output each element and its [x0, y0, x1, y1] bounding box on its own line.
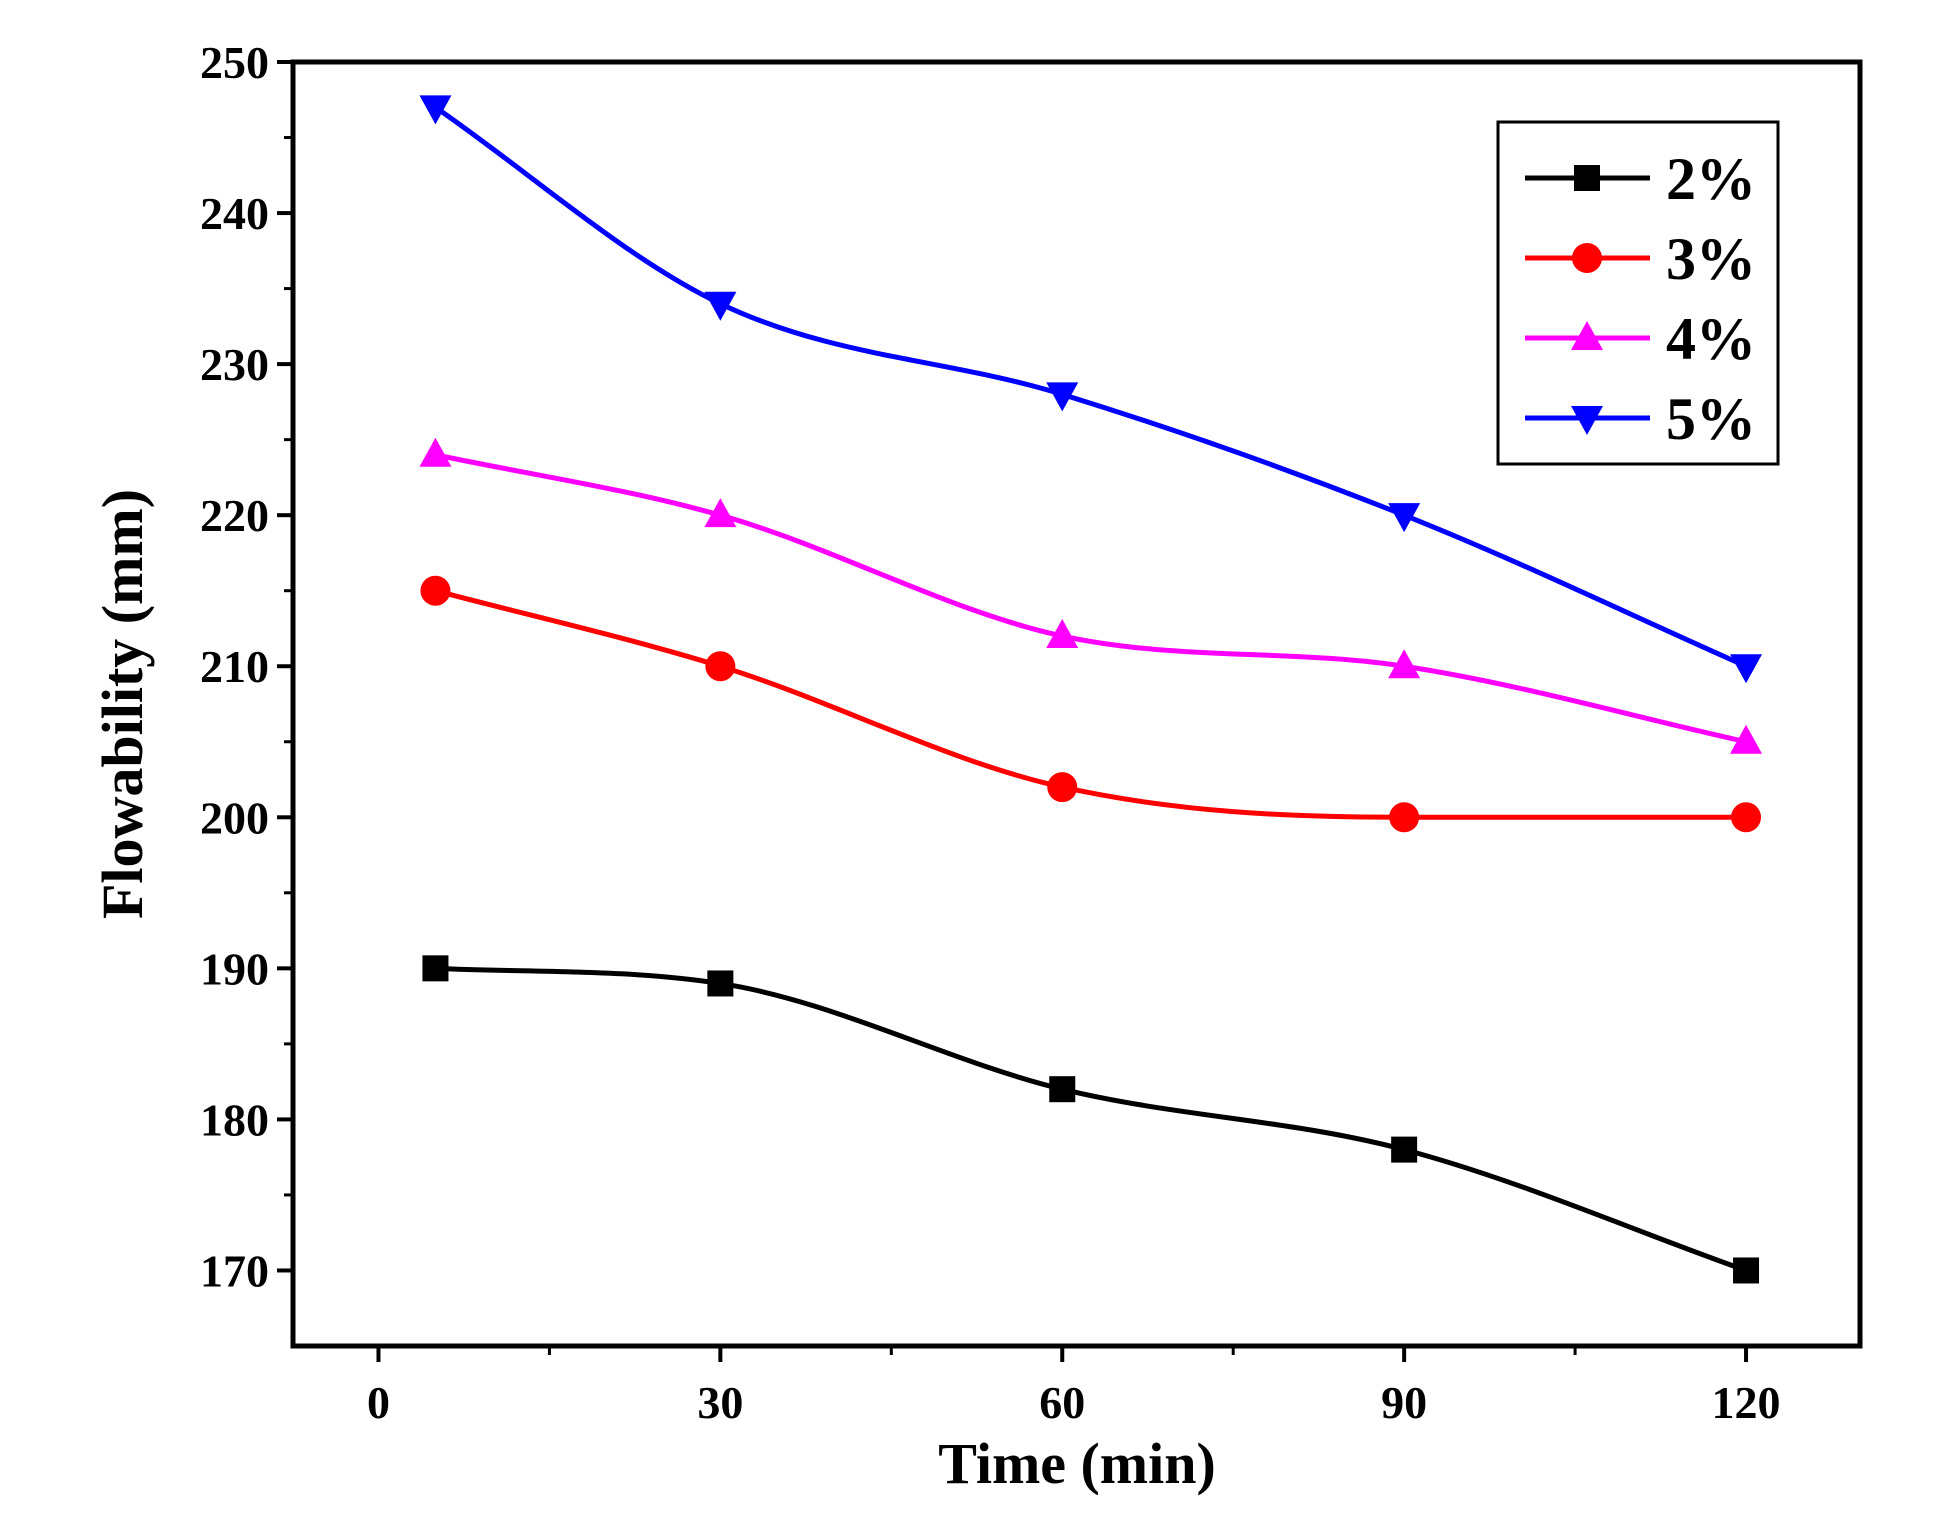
series-layer: [419, 95, 1763, 1284]
data-point: [705, 651, 736, 682]
data-point: [1730, 654, 1763, 684]
y-tick-label: 210: [200, 641, 269, 692]
series-line: [434, 588, 1747, 820]
y-tick-label: 230: [200, 339, 269, 390]
data-point: [1046, 382, 1079, 412]
data-point: [1388, 649, 1421, 679]
y-tick-label: 250: [200, 37, 269, 88]
legend-label: 2%: [1666, 146, 1756, 212]
y-tick-label: 220: [200, 490, 269, 541]
legend-label: 3%: [1666, 226, 1756, 292]
x-tick-label: 30: [697, 1377, 743, 1428]
data-point: [1733, 1257, 1760, 1284]
y-tick-label: 200: [200, 792, 269, 843]
data-point: [1730, 724, 1763, 754]
data-point: [1046, 619, 1079, 649]
x-tick-label: 60: [1039, 1377, 1085, 1428]
x-tick-label: 120: [1712, 1377, 1781, 1428]
series-line: [435, 965, 1747, 1273]
legend-label: 5%: [1666, 386, 1756, 452]
x-tick-label: 90: [1381, 1377, 1427, 1428]
data-point: [707, 970, 734, 997]
y-tick-label: 180: [200, 1094, 269, 1145]
data-point: [1731, 802, 1762, 833]
legend-label: 4%: [1666, 306, 1756, 372]
x-axis-title: Time (min): [938, 1431, 1216, 1496]
data-point: [704, 291, 737, 321]
data-point: [419, 95, 452, 125]
series-4: [419, 95, 1763, 684]
legend-marker: [1574, 165, 1600, 191]
data-point: [704, 498, 737, 528]
data-point: [1388, 503, 1421, 533]
series-3: [419, 437, 1763, 754]
legend-marker: [1571, 406, 1603, 435]
data-point: [1391, 1136, 1418, 1163]
legend-items: 2% 3% 4% 5%: [1525, 146, 1756, 452]
data-point: [422, 955, 449, 982]
y-axis-title: Flowability (mm): [90, 489, 155, 919]
legend-marker: [1571, 321, 1603, 350]
x-axis-ticks: 0 30 60 90 120: [367, 1346, 1781, 1428]
y-axis-ticks: 170 180 190 200 210 220 230 240 250: [200, 37, 293, 1296]
data-point: [419, 437, 452, 467]
legend: 2% 3% 4% 5%: [1496, 120, 1780, 466]
data-point: [1389, 802, 1420, 833]
y-tick-label: 240: [200, 188, 269, 239]
series-1: [422, 955, 1760, 1284]
data-point: [420, 575, 451, 606]
y-tick-label: 190: [200, 943, 269, 994]
legend-marker: [1572, 243, 1602, 273]
plot-frame: [290, 59, 1863, 1349]
data-point: [1047, 772, 1078, 803]
y-tick-label: 170: [200, 1245, 269, 1296]
series-2: [420, 575, 1762, 833]
series-line: [434, 452, 1747, 745]
x-tick-label: 0: [367, 1377, 390, 1428]
data-point: [1049, 1076, 1076, 1103]
